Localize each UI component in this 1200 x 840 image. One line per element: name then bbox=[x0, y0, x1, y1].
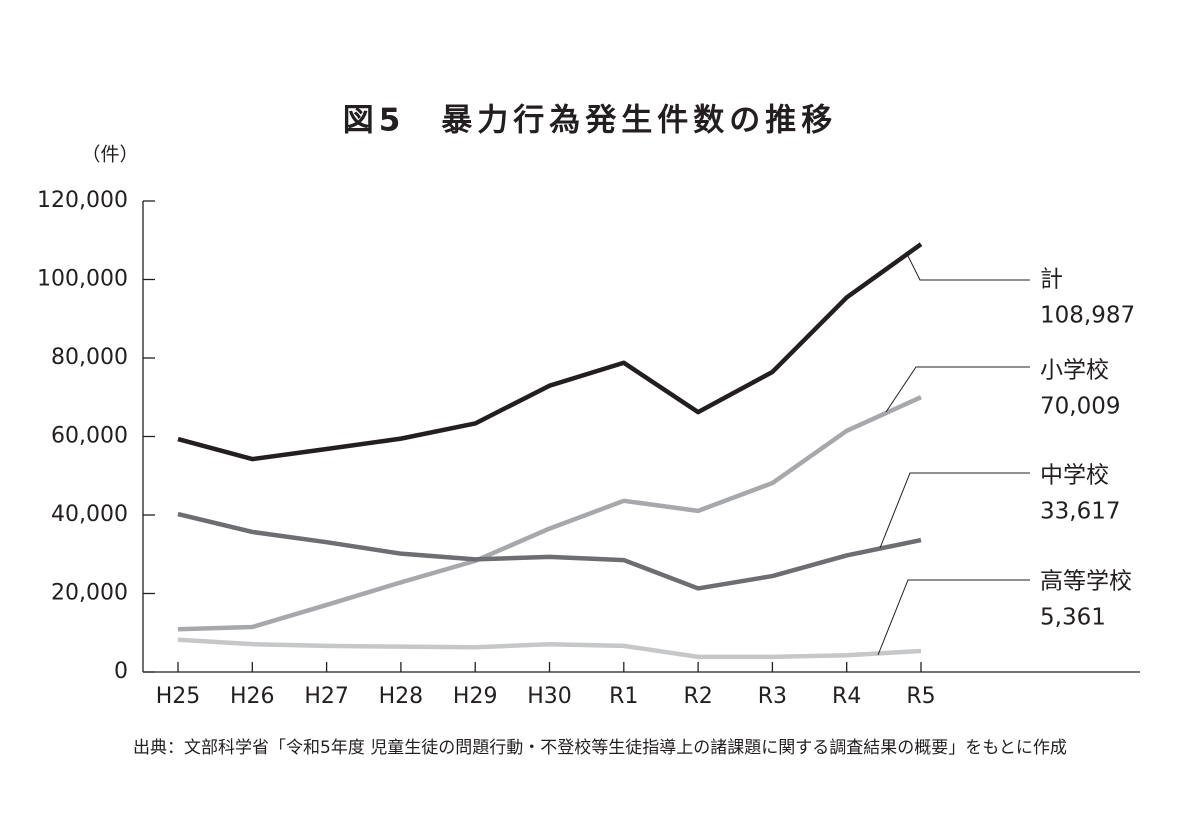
legend-label: 高等学校 bbox=[1040, 569, 1132, 595]
series-line bbox=[177, 511, 922, 591]
leader-line bbox=[877, 579, 1030, 656]
series-line bbox=[177, 395, 922, 632]
x-tick-label: R3 bbox=[758, 684, 787, 709]
x-tick-label: H29 bbox=[453, 684, 498, 709]
chart-title: 図5 暴力行為発生件数の推移 bbox=[343, 103, 838, 139]
y-tick-label: 60,000 bbox=[51, 424, 128, 449]
y-tick-label: 40,000 bbox=[51, 502, 128, 527]
x-tick-label: H27 bbox=[304, 684, 349, 709]
series-line bbox=[177, 637, 922, 660]
legend-label: 中学校 bbox=[1040, 463, 1109, 489]
x-tick-label: H30 bbox=[527, 684, 572, 709]
value-label: 108,987 bbox=[1040, 303, 1135, 329]
leader-line bbox=[885, 366, 1030, 413]
series-line bbox=[177, 242, 923, 462]
value-label: 5,361 bbox=[1040, 605, 1106, 631]
value-label: 33,617 bbox=[1040, 499, 1120, 525]
x-tick-label: R1 bbox=[609, 684, 638, 709]
leader-line bbox=[905, 251, 1030, 281]
y-axis-label: （件） bbox=[81, 144, 138, 166]
x-tick-label: H28 bbox=[379, 684, 424, 709]
legend-label: 計 bbox=[1040, 267, 1063, 293]
source-note: 出典：文部科学省「令和5年度 児童生徒の問題行動・不登校等生徒指導上の諸課題に関… bbox=[133, 738, 1067, 758]
legend-label: 小学校 bbox=[1040, 358, 1109, 384]
x-tick-label: R5 bbox=[906, 684, 935, 709]
value-label: 70,009 bbox=[1040, 394, 1120, 420]
leader-line bbox=[879, 472, 1030, 549]
x-tick-label: H26 bbox=[230, 684, 275, 709]
y-tick-label: 100,000 bbox=[37, 267, 128, 292]
y-tick-label: 0 bbox=[114, 659, 128, 684]
x-tick-label: H25 bbox=[156, 684, 201, 709]
x-tick-label: R2 bbox=[683, 684, 712, 709]
y-tick-label: 120,000 bbox=[37, 188, 128, 213]
y-tick-label: 20,000 bbox=[51, 581, 128, 606]
x-tick-label: R4 bbox=[832, 684, 861, 709]
y-tick-label: 80,000 bbox=[51, 345, 128, 370]
